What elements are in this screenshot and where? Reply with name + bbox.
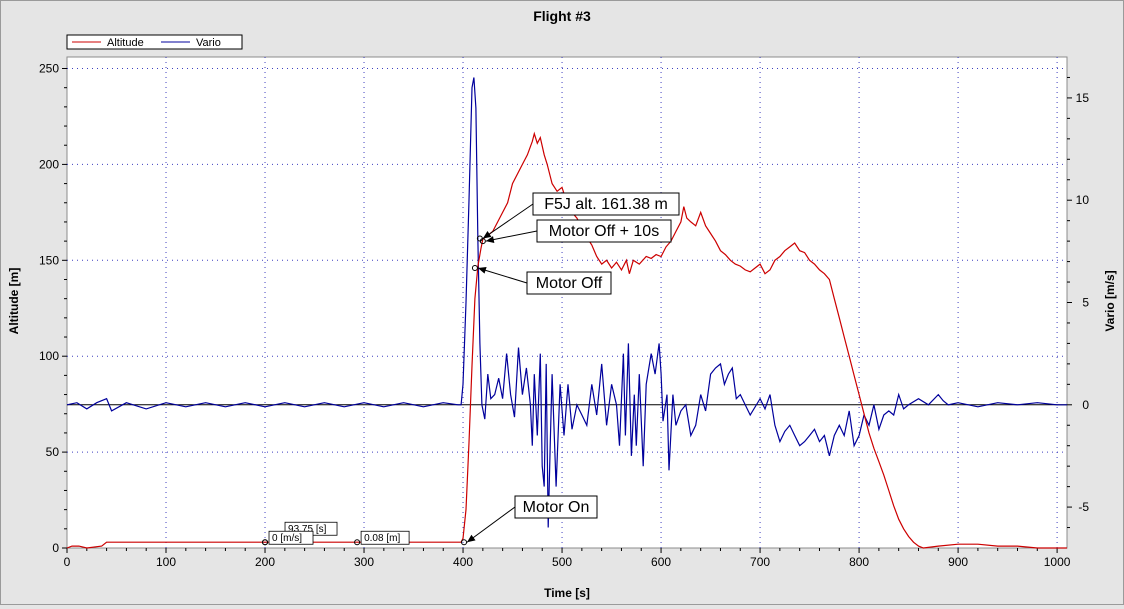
chart-title: Flight #3 <box>533 8 591 24</box>
left-y-tick-label: 250 <box>39 62 59 76</box>
annotations: F5J alt. 161.38 m Motor Off + 10s Motor Of… <box>461 192 680 546</box>
left-y-axis-ticks: 0 50 100 150 200 250 <box>39 62 67 555</box>
right-y-tick-label: 15 <box>1076 91 1090 105</box>
right-y-axis-ticks: -5 0 5 10 15 <box>1067 76 1090 529</box>
grid <box>67 57 1067 548</box>
annotation-leader <box>466 506 516 543</box>
x-tick-label: 500 <box>552 555 572 569</box>
annotation-label: Motor Off + 10s <box>549 223 659 240</box>
cursor-label: 0.08 [m] <box>364 533 400 544</box>
left-y-tick-label: 150 <box>39 253 59 267</box>
annotation-box <box>532 192 680 216</box>
left-y-tick-label: 50 <box>46 445 60 459</box>
x-axis-ticks: 0 100 200 300 400 500 600 700 800 900 1000 <box>64 548 1071 569</box>
cursor-label: 0 [m/s] <box>272 533 302 544</box>
legend-label-altitude: Altitude <box>107 37 144 49</box>
x-tick-label: 900 <box>948 555 968 569</box>
x-tick-label: 400 <box>453 555 473 569</box>
left-y-tick-label: 200 <box>39 157 59 171</box>
x-tick-label: 700 <box>750 555 770 569</box>
legend: Altitude Vario <box>66 34 243 50</box>
x-tick-label: 200 <box>255 555 275 569</box>
annotation-box <box>514 495 598 519</box>
legend-label-vario: Vario <box>196 37 221 49</box>
left-y-tick-label: 100 <box>39 349 59 363</box>
left-y-axis-label: Altitude [m] <box>7 268 21 335</box>
legend-box <box>66 34 243 50</box>
annotation-arrowhead <box>482 231 492 239</box>
series-line-vario <box>66 77 1067 528</box>
right-y-tick-label: 10 <box>1076 193 1090 207</box>
annotation-marker <box>461 539 468 546</box>
left-y-tick-label: 0 <box>52 541 59 555</box>
x-tick-label: 600 <box>651 555 671 569</box>
x-tick-label: 0 <box>64 555 71 569</box>
annotation-label: Motor Off <box>536 275 603 292</box>
annotation-marker <box>471 264 478 271</box>
annotation-arrowhead <box>467 534 476 543</box>
annotation-arrowhead <box>485 236 495 244</box>
cursor-marker <box>354 539 361 546</box>
x-tick-label: 300 <box>354 555 374 569</box>
cursor-box <box>360 530 410 545</box>
annotation-leader <box>485 230 538 242</box>
x-tick-label: 1000 <box>1044 555 1071 569</box>
right-y-tick-label: -5 <box>1078 500 1089 514</box>
right-y-tick-label: 5 <box>1082 296 1089 310</box>
annotation-arrowhead <box>477 266 487 274</box>
x-tick-label: 800 <box>849 555 869 569</box>
annotation-marker <box>479 238 486 245</box>
annotation-label: F5J alt. 161.38 m <box>544 196 668 213</box>
annotation-leader <box>477 267 528 284</box>
cursor-label: 93.75 [s] <box>288 524 327 535</box>
right-y-axis-label: Vario [m/s] <box>1103 270 1117 331</box>
cursor-box <box>268 530 314 545</box>
plot-area <box>66 56 1068 549</box>
annotation-leader <box>482 203 534 239</box>
x-tick-label: 100 <box>156 555 176 569</box>
annotation-box <box>526 271 612 295</box>
cursor-labels: 93.75 [s]0 [m/s] 0.08 [m] <box>262 521 410 546</box>
x-axis-label: Time [s] <box>544 586 590 600</box>
annotation-box <box>536 219 672 243</box>
right-y-tick-label: 0 <box>1082 398 1089 412</box>
annotation-label: Motor On <box>523 499 590 516</box>
cursor-marker <box>262 539 269 546</box>
